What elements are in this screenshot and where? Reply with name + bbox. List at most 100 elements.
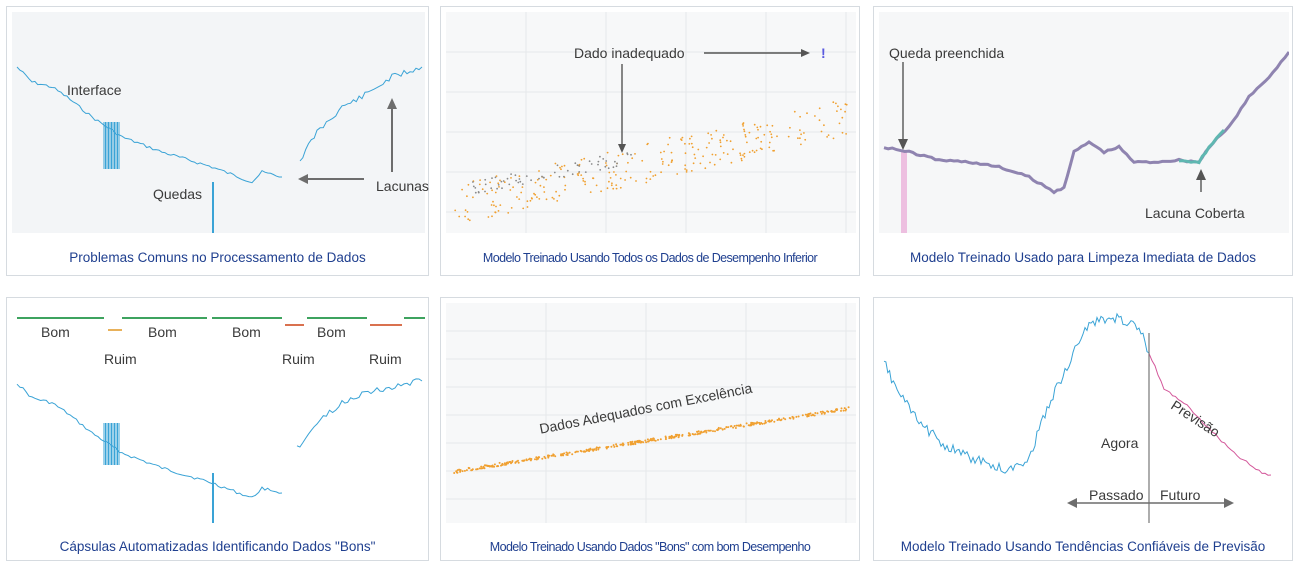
scatter-point xyxy=(776,419,779,421)
scatter-point xyxy=(787,135,790,138)
scatter-point xyxy=(500,464,503,467)
scatter-point xyxy=(667,164,670,167)
scatter-point xyxy=(772,149,774,152)
scatter-point xyxy=(506,461,509,464)
scatter-point xyxy=(844,110,846,113)
scatter-point xyxy=(478,467,481,470)
gap-arrow-left-head xyxy=(298,174,308,184)
scatter-point xyxy=(467,183,470,186)
scatter-point xyxy=(456,471,459,474)
scatter-point xyxy=(743,152,746,155)
scatter-point xyxy=(571,173,574,176)
scatter-point xyxy=(742,425,745,428)
scatter-point xyxy=(565,451,568,454)
scatter-point xyxy=(590,163,593,165)
scatter-point xyxy=(494,191,497,194)
scatter-point xyxy=(502,180,505,182)
scatter-point xyxy=(578,171,581,173)
scatter-point xyxy=(454,209,457,212)
scatter-point xyxy=(647,142,649,145)
scatter-point xyxy=(535,458,538,461)
scatter-point xyxy=(504,463,507,466)
scatter-point xyxy=(657,438,659,441)
scatter-point xyxy=(704,167,707,170)
scatter-point xyxy=(526,200,529,203)
scatter-point xyxy=(543,191,546,193)
caption-common-problems: Problemas Comuns no Processamento de Dad… xyxy=(69,250,366,265)
scatter-point xyxy=(793,110,796,113)
scatter-point xyxy=(477,191,480,194)
scatter-point xyxy=(782,417,785,420)
scatter-point xyxy=(735,424,738,427)
scatter-point xyxy=(729,425,732,428)
scatter-point xyxy=(561,165,563,168)
scatter-point xyxy=(820,412,823,415)
scatter-point xyxy=(597,446,600,449)
scatter-point xyxy=(495,205,497,208)
label-ruim-2: Ruim xyxy=(282,351,315,367)
scatter-point xyxy=(820,130,823,133)
scatter-point xyxy=(740,159,743,162)
scatter-point xyxy=(626,153,629,156)
scatter-point xyxy=(607,445,610,448)
scatter-point xyxy=(807,415,810,418)
scatter-point xyxy=(822,411,825,414)
scatter-point xyxy=(742,123,745,125)
scatter-point xyxy=(818,107,821,110)
scatter-point xyxy=(823,124,825,127)
scatter-point xyxy=(517,181,520,184)
scatter-point xyxy=(709,429,712,432)
scatter-point xyxy=(558,194,561,197)
scatter-point xyxy=(652,175,655,177)
scatter-point xyxy=(521,183,524,186)
scatter-point xyxy=(799,137,801,140)
scatter-point xyxy=(804,413,807,416)
scatter-point xyxy=(806,112,808,115)
scatter-point xyxy=(697,432,700,435)
scatter-point xyxy=(647,440,649,443)
scatter-point xyxy=(759,125,762,128)
scatter-point xyxy=(649,178,652,181)
plot-all-data-model: Dado inadequado ! xyxy=(446,12,856,233)
scatter-point xyxy=(719,158,722,161)
scatter-point xyxy=(707,132,710,135)
scatter-point xyxy=(514,461,517,464)
scatter-point xyxy=(691,433,694,435)
scatter-point xyxy=(566,169,569,172)
past-arrow-head xyxy=(1067,498,1077,508)
scatter-point xyxy=(799,129,801,131)
scatter-point xyxy=(574,451,577,454)
scatter-point xyxy=(840,407,843,410)
scatter-point xyxy=(722,136,724,139)
scatter-point xyxy=(831,410,833,413)
label-lacuna-coberta: Lacuna Coberta xyxy=(1145,205,1245,221)
scatter-point xyxy=(499,204,502,207)
future-arrow-head xyxy=(1224,498,1234,508)
scatter-point xyxy=(667,143,669,146)
scatter-point xyxy=(584,171,587,174)
scatter-point xyxy=(564,188,566,191)
scatter-point xyxy=(619,177,622,180)
scatter-point xyxy=(804,138,807,141)
scatter-point xyxy=(755,137,758,140)
scatter-point xyxy=(541,457,544,460)
scatter-point xyxy=(827,410,830,413)
scatter-point xyxy=(745,422,748,425)
scatter-point xyxy=(743,155,746,158)
scatter-point xyxy=(536,196,538,199)
scatter-point xyxy=(562,454,565,457)
scatter-point xyxy=(801,414,804,417)
scatter-point xyxy=(684,142,686,145)
scatter-point xyxy=(673,435,676,438)
scatter-point xyxy=(497,184,500,186)
scatter-point xyxy=(494,176,497,179)
scatter-point xyxy=(576,164,579,167)
scatter-point xyxy=(743,128,745,131)
label-ruim-3: Ruim xyxy=(369,351,402,367)
scatter-point xyxy=(768,141,771,144)
scatter-point xyxy=(583,157,586,160)
scatter-point xyxy=(722,152,725,154)
scatter-point xyxy=(763,133,766,136)
scatter-point xyxy=(619,186,622,189)
scatter-point xyxy=(484,183,487,186)
